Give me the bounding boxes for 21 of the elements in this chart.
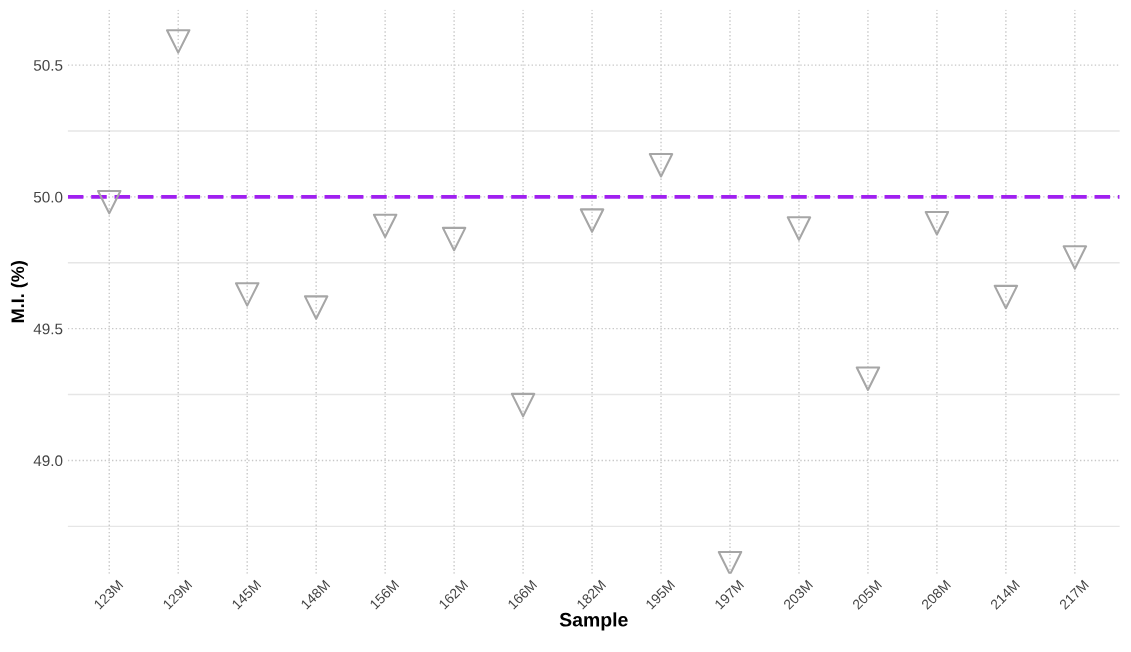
y-axis-title: M.I. (%) [10, 261, 28, 323]
y-tick-label: 50.0 [33, 191, 63, 203]
point [1062, 245, 1088, 270]
point [165, 29, 191, 54]
y-tick-label: 49.5 [33, 323, 63, 335]
point [372, 213, 398, 239]
point [579, 208, 605, 233]
point [786, 216, 812, 241]
point [717, 550, 743, 574]
point [648, 153, 674, 178]
point [234, 282, 260, 307]
point [441, 226, 467, 252]
point [855, 366, 881, 391]
y-tick-label: 49.0 [33, 455, 63, 467]
point [303, 295, 329, 320]
x-axis-title: Sample [559, 612, 628, 631]
point [97, 189, 122, 215]
point [924, 211, 950, 236]
point [993, 284, 1019, 310]
point [510, 392, 536, 418]
y-tick-label: 50.5 [33, 59, 63, 71]
